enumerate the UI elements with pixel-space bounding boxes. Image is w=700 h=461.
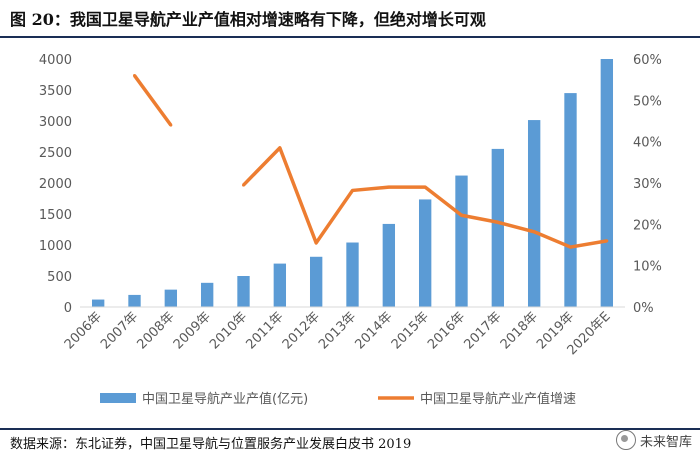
growth-rate-point: [278, 146, 282, 150]
bar-output-value: [527, 120, 541, 307]
growth-rate-point: [460, 213, 463, 217]
growth-chart: 0 500 1000 1500 2000 2500 3000 3500 4000 0% 10% 20%…: [39, 53, 662, 407]
x-axis-tick-label: 2013年: [316, 309, 359, 352]
left-axis-tick-label: 500: [47, 270, 72, 285]
growth-rate-point: [423, 185, 427, 189]
right-axis-tick-label: 50%: [633, 94, 662, 109]
left-axis-tick-label: 2500: [39, 146, 72, 161]
growth-rate-point: [605, 239, 609, 243]
growth-rate-line: [133, 74, 173, 127]
bar-output-value: [491, 148, 505, 307]
legend-bar-swatch: [100, 393, 136, 403]
bar-output-value: [200, 282, 214, 307]
x-axis-tick-label: 2017年: [461, 309, 504, 352]
x-axis-tick-label: 2008年: [134, 309, 177, 352]
x-axis-tick-label: 2012年: [280, 309, 323, 352]
legend-bar-label: 中国卫星导航产业产值(亿元): [142, 391, 308, 407]
bar-output-value: [91, 299, 105, 307]
right-axis-tick-label: 10%: [633, 260, 662, 275]
right-axis-tick-label: 40%: [633, 136, 662, 151]
figure-title: 图 20：我国卫星导航产业产值相对增速略有下降，但绝对增长可观: [10, 10, 486, 29]
x-axis-tick-label: 2015年: [389, 309, 432, 352]
right-axis-tick-label: 30%: [633, 177, 662, 192]
growth-rate-point: [387, 185, 391, 189]
growth-rate-point: [242, 183, 245, 187]
bar-output-value: [418, 199, 432, 307]
title-rule: [0, 36, 700, 38]
right-axis-tick-label: 20%: [633, 218, 662, 233]
x-axis-tick-label: 2009年: [171, 309, 214, 352]
growth-rate-point: [496, 220, 500, 224]
bar-output-value: [455, 175, 468, 307]
left-axis-tick-label: 1000: [39, 239, 72, 254]
left-axis-tick-label: 4000: [39, 53, 72, 68]
left-axis-tick-label: 3000: [39, 115, 72, 130]
left-axis-tick-label: 1500: [39, 208, 72, 223]
x-axis-tick-label: 2011年: [243, 309, 286, 352]
bar-output-value: [564, 93, 577, 307]
right-axis-tick-label: 60%: [633, 53, 662, 68]
left-axis-tick-label: 0: [64, 301, 72, 316]
bar-output-value: [382, 223, 396, 307]
left-axis-tick-label: 3500: [39, 84, 72, 99]
source-note: 数据来源：东北证券，中国卫星导航与位置服务产业发展白皮书 2019: [10, 437, 412, 452]
watermark-logo-icon: [615, 430, 636, 450]
x-axis-tick-label: 2014年: [352, 309, 395, 352]
growth-rate-point: [351, 188, 354, 192]
bar-output-value: [128, 294, 141, 307]
x-axis-tick-label: 2010年: [207, 309, 250, 352]
watermark: 未来智库: [615, 430, 692, 450]
bar-output-value: [346, 242, 359, 307]
x-axis-tick-label: 2007年: [98, 309, 141, 352]
right-axis-tick-label: 0%: [633, 301, 654, 316]
legend-line-label: 中国卫星导航产业产值增速: [420, 391, 576, 407]
bar-output-value: [237, 276, 250, 307]
left-axis-tick-label: 2000: [39, 177, 72, 192]
growth-rate-point: [169, 123, 173, 127]
growth-rate-point: [569, 245, 572, 249]
bar-output-value: [164, 289, 178, 307]
growth-rate-point: [532, 230, 536, 234]
x-axis-tick-label: 2018年: [498, 309, 541, 352]
bar-output-value: [600, 59, 614, 307]
bar-output-value: [309, 256, 323, 307]
source-rule: [0, 428, 700, 430]
bar-output-value: [273, 263, 287, 307]
growth-rate-point: [314, 241, 318, 245]
watermark-text: 未来智库: [639, 434, 692, 450]
x-axis-tick-label: 2016年: [425, 309, 468, 352]
growth-rate-point: [133, 74, 136, 78]
